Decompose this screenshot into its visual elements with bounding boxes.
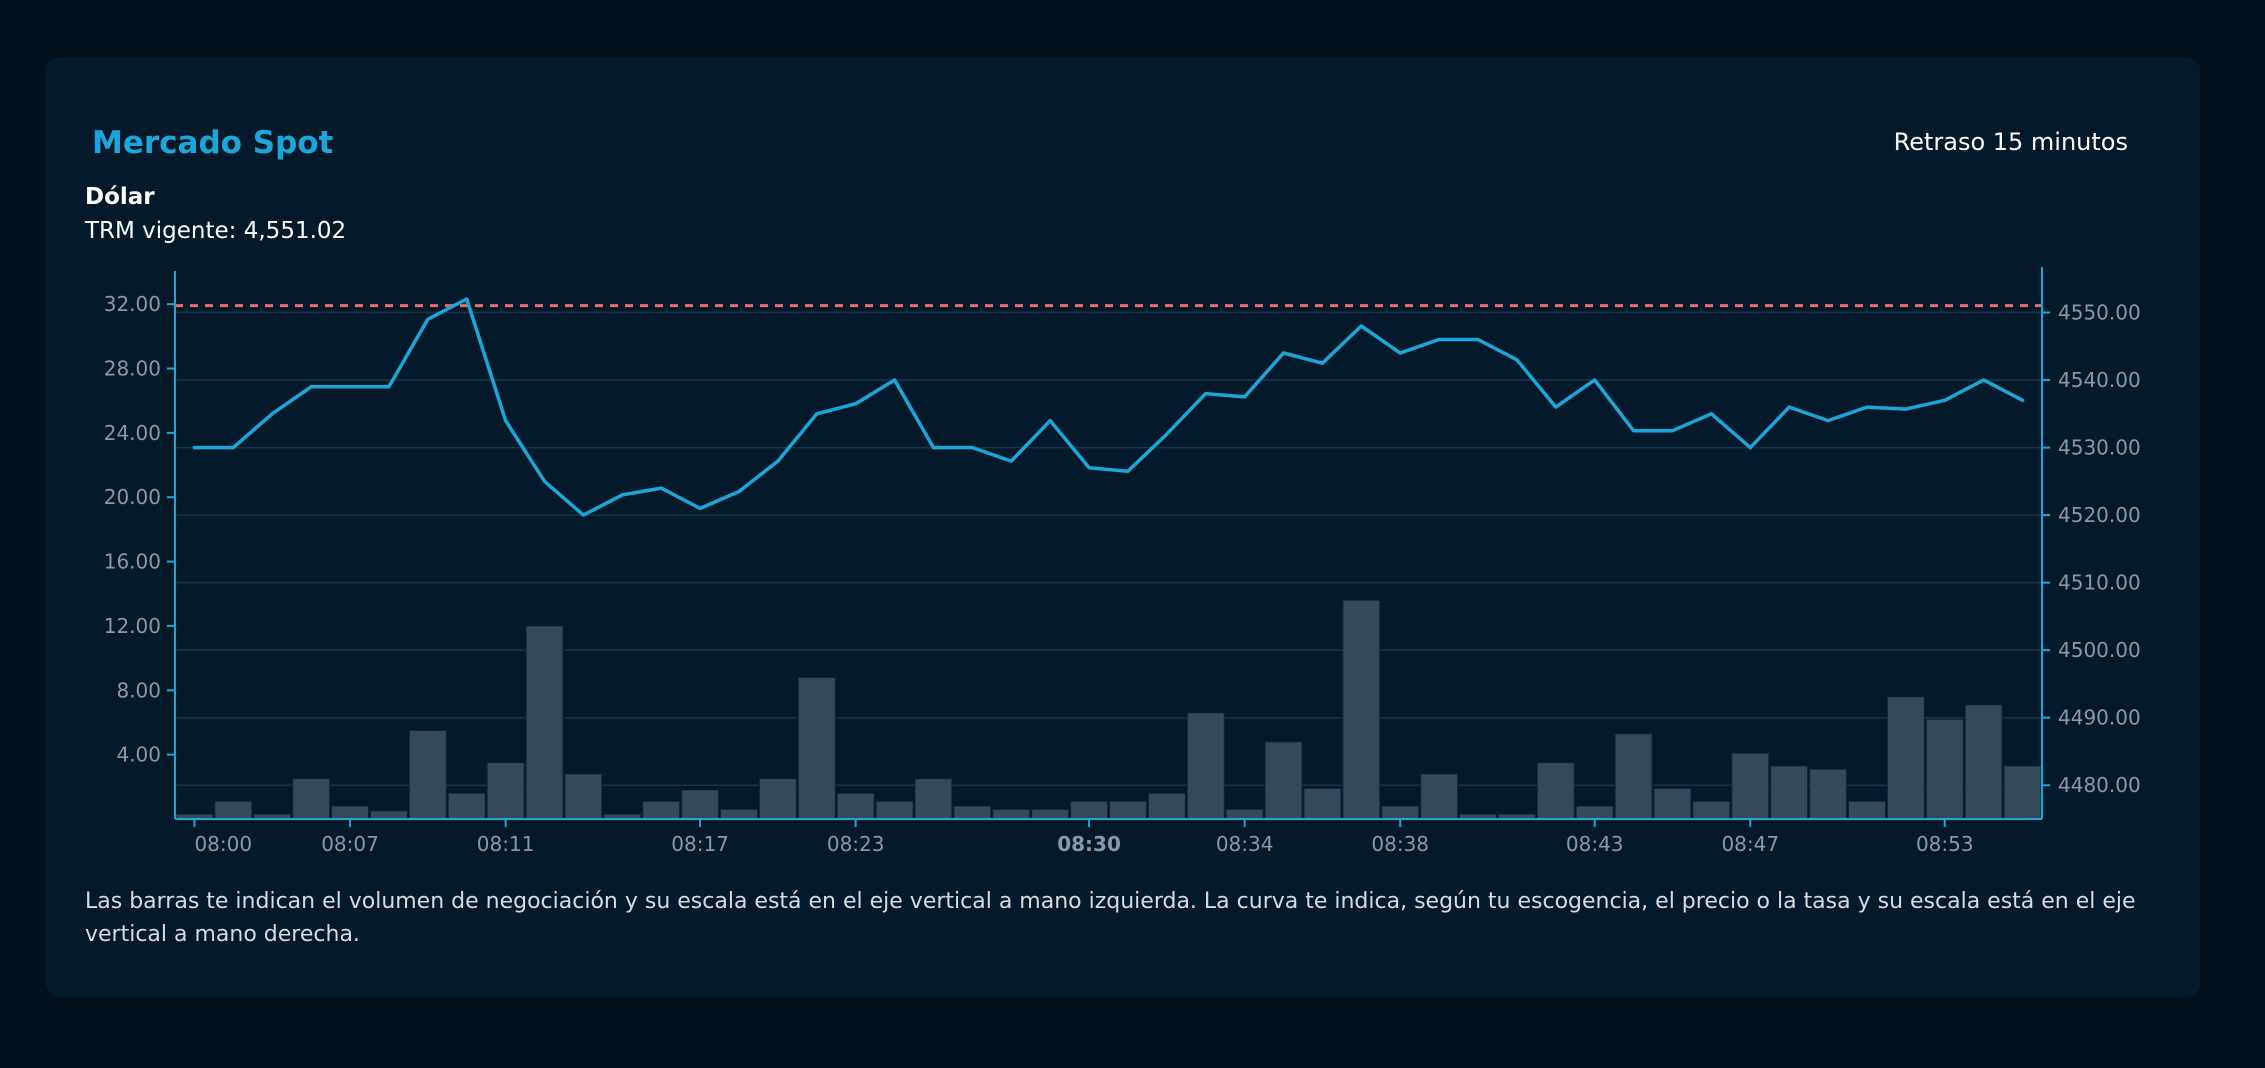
- volume-bar-26: [1186, 712, 1225, 820]
- volume-bar-8: [486, 762, 525, 820]
- volume-bars: [175, 599, 2042, 820]
- volume-bar-27: [1225, 808, 1264, 820]
- volume-bar-44: [1886, 696, 1925, 820]
- grid-lines: [175, 311, 2042, 786]
- volume-bar-5: [369, 810, 408, 820]
- volume-bar-39: [1692, 800, 1731, 820]
- volume-bar-24: [1109, 800, 1147, 820]
- trm-value: TRM vigente: 4,551.02: [85, 218, 347, 244]
- chart-footnote: Las barras te indican el volumen de nego…: [85, 889, 2136, 947]
- right-tick-label-1: 4490.00: [2058, 706, 2141, 730]
- left-axis-ticks: 4.00 8.00 12.00 16.00 20.00 24.00 28.00 32.00: [104, 292, 175, 767]
- volume-bar-30: [1342, 599, 1381, 820]
- x-tick-label-8: 08:43: [1566, 832, 1624, 856]
- volume-bar-6: [408, 730, 447, 820]
- volume-bar-28: [1264, 741, 1303, 820]
- volume-bar-36: [1575, 805, 1614, 820]
- volume-bar-12: [642, 800, 681, 820]
- right-axis-ticks: 4480.00 4490.00 4500.00 4510.00 4520.00 4530.…: [2042, 301, 2141, 797]
- volume-bar-35: [1536, 762, 1575, 820]
- x-tick-label-9: 08:47: [1721, 832, 1779, 856]
- volume-bar-16: [797, 676, 836, 820]
- volume-bar-3: [292, 778, 331, 820]
- right-tick-label-5: 4530.00: [2058, 436, 2141, 460]
- left-tick-label-1: 8.00: [116, 678, 161, 702]
- axes: [174, 267, 2043, 820]
- volume-bar-40: [1731, 752, 1770, 820]
- spot-chart[interactable]: 4.00 8.00 12.00 16.00 20.00 24.00 28.00 32.00 4…: [45, 57, 2200, 877]
- volume-bar-32: [1420, 773, 1459, 820]
- price-line: [192, 297, 2025, 517]
- volume-bar-4: [331, 805, 369, 820]
- left-tick-label-2: 12.00: [104, 614, 161, 638]
- volume-bar-15: [758, 778, 797, 820]
- right-tick-label-4: 4520.00: [2058, 503, 2141, 527]
- left-tick-label-5: 24.00: [104, 421, 161, 445]
- volume-bar-41: [1770, 765, 1809, 820]
- x-tick-label-3: 08:17: [671, 832, 729, 856]
- x-tick-label-0: 08:00: [194, 832, 252, 856]
- x-tick-label-10: 08:53: [1916, 832, 1974, 856]
- volume-bar-43: [1848, 800, 1886, 820]
- volume-bar-37: [1614, 733, 1653, 820]
- volume-bar-10: [564, 773, 603, 820]
- x-tick-label-1: 08:07: [321, 832, 379, 856]
- price-line-group: [192, 297, 2025, 517]
- volume-bar-38: [1653, 787, 1692, 820]
- volume-bar-47: [2003, 765, 2042, 820]
- right-tick-label-2: 4500.00: [2058, 638, 2141, 662]
- left-tick-label-6: 28.00: [104, 357, 161, 381]
- volume-bar-1: [214, 800, 253, 820]
- volume-bar-9: [525, 625, 564, 820]
- volume-bar-19: [914, 778, 953, 820]
- left-tick-label-7: 32.00: [104, 292, 161, 316]
- x-tick-label-6: 08:34: [1216, 832, 1274, 856]
- volume-bar-29: [1303, 787, 1342, 820]
- left-tick-label-4: 20.00: [104, 485, 161, 509]
- volume-bar-14: [720, 808, 758, 820]
- right-tick-label-7: 4550.00: [2058, 301, 2141, 325]
- x-tick-label-2: 08:11: [477, 832, 535, 856]
- volume-bar-17: [836, 792, 875, 820]
- volume-bar-13: [681, 789, 720, 820]
- volume-bar-46: [1964, 704, 2003, 820]
- x-tick-label-7: 08:38: [1371, 832, 1429, 856]
- right-tick-label-3: 4510.00: [2058, 571, 2141, 595]
- volume-bar-42: [1809, 768, 1848, 820]
- volume-bar-21: [992, 808, 1031, 820]
- volume-bar-20: [953, 805, 992, 820]
- x-tick-label-5: 08:30: [1057, 832, 1121, 856]
- instrument-name: Dólar: [85, 184, 155, 210]
- left-tick-label-3: 16.00: [104, 550, 161, 574]
- right-tick-label-0: 4480.00: [2058, 773, 2141, 797]
- volume-bar-25: [1147, 792, 1186, 820]
- x-axis-ticks: 08:00 08:07 08:11 08:17 08:23 08:30 08:34 08:38…: [193, 819, 1974, 856]
- left-tick-label-0: 4.00: [116, 743, 161, 767]
- volume-bar-45: [1925, 718, 1964, 820]
- x-tick-label-4: 08:23: [827, 832, 885, 856]
- delay-label: Retraso 15 minutos: [1893, 128, 2128, 156]
- card-title: Mercado Spot: [92, 125, 334, 161]
- volume-bar-23: [1070, 800, 1108, 820]
- volume-bar-7: [447, 792, 486, 820]
- right-tick-label-6: 4540.00: [2058, 368, 2141, 392]
- volume-bar-31: [1381, 805, 1420, 820]
- volume-bar-18: [875, 800, 914, 820]
- volume-bar-22: [1031, 808, 1070, 820]
- spot-market-card: Mercado Spot Retraso 15 minutos Dólar TR…: [45, 57, 2200, 997]
